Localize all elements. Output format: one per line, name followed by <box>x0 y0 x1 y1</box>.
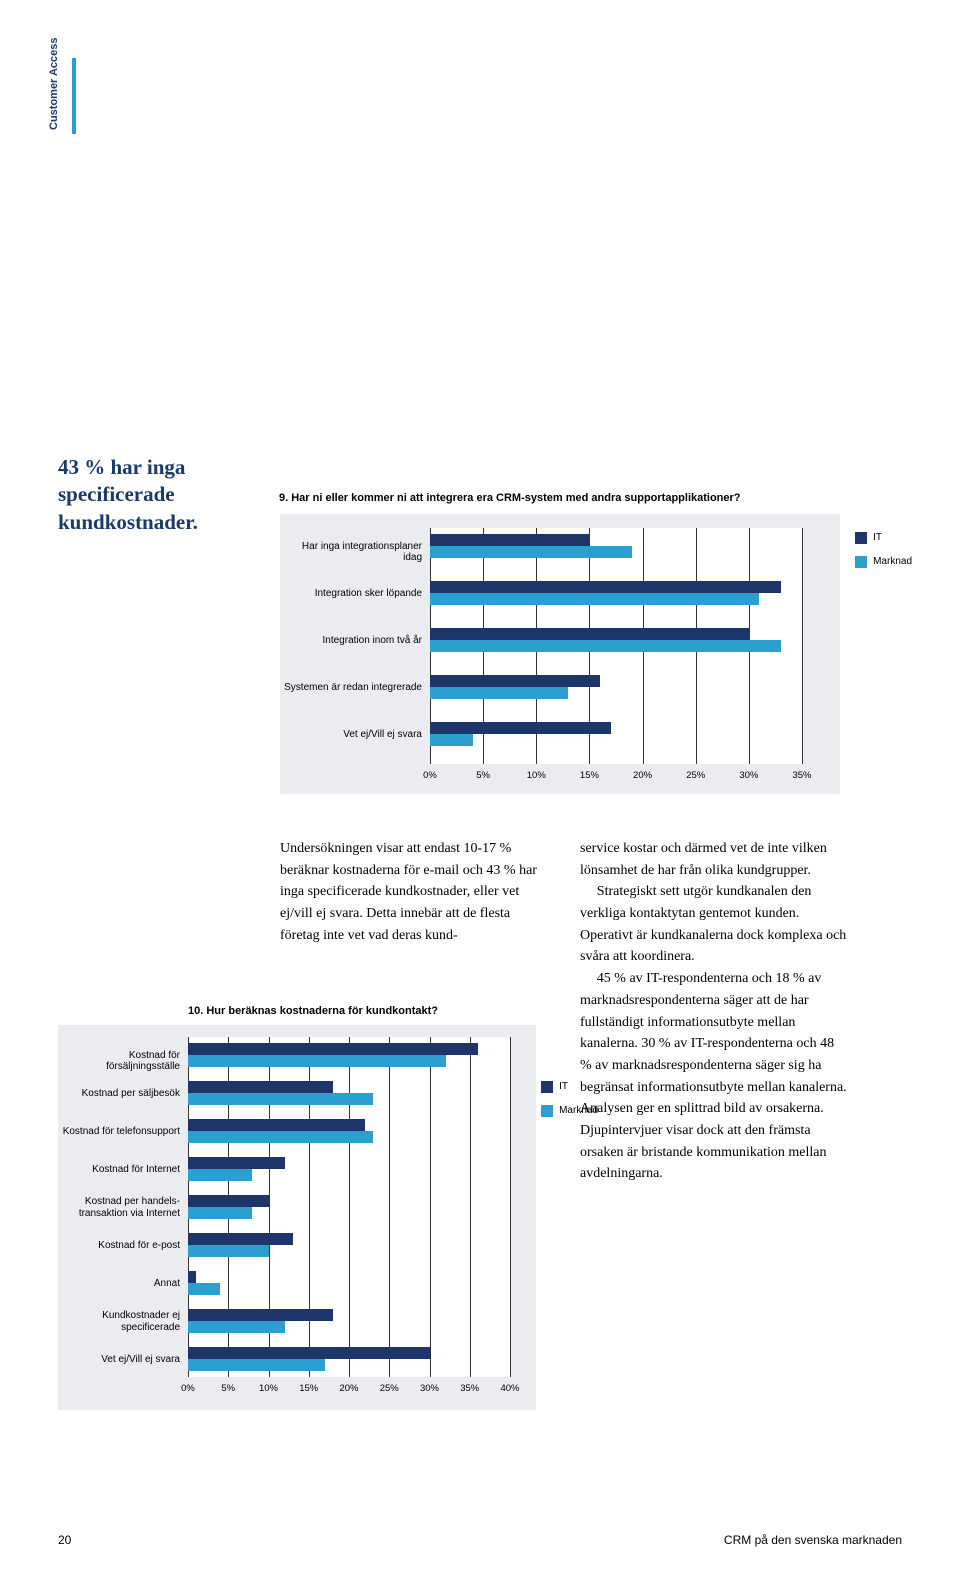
footer-doc-title: CRM på den svenska marknaden <box>724 1533 902 1547</box>
body-column-left: Undersökningen visar att endast 10-17 % … <box>280 838 548 946</box>
x-tick-label: 10% <box>259 1383 278 1394</box>
bar-marknad <box>430 640 781 652</box>
bar-marknad <box>188 1055 446 1067</box>
category-label: Kostnad för e-post <box>58 1240 180 1252</box>
grid-line <box>470 1037 471 1377</box>
bar-marknad <box>430 687 568 699</box>
bar-marknad <box>188 1093 373 1105</box>
x-tick-label: 10% <box>527 770 546 781</box>
category-label: Kostnad för telefonsupport <box>58 1126 180 1138</box>
grid-line <box>349 1037 350 1377</box>
bar-it <box>188 1347 430 1359</box>
legend-item-it: IT <box>855 528 912 548</box>
body-right-p1: service kostar och därmed vet de inte vi… <box>580 838 848 881</box>
x-tick-label: 25% <box>380 1383 399 1394</box>
bar-it <box>188 1157 285 1169</box>
bar-it <box>430 628 749 640</box>
bar-marknad <box>430 546 632 558</box>
category-label: Har inga integrationsplaner idag <box>282 541 422 564</box>
bar-it <box>430 534 589 546</box>
chart-9-title: 9. Har ni eller kommer ni att integrera … <box>279 492 840 514</box>
legend-swatch-it <box>855 532 867 544</box>
chart-9-plot: 0%5%10%15%20%25%30%35%Har inga integrati… <box>430 528 802 764</box>
bar-it <box>430 675 600 687</box>
body-right-p3: 45 % av IT-respondenterna och 18 % av ma… <box>580 968 848 1185</box>
bar-it <box>188 1119 365 1131</box>
legend-swatch-marknad <box>855 556 867 568</box>
x-tick-label: 5% <box>221 1383 235 1394</box>
x-tick-label: 30% <box>739 770 758 781</box>
bar-marknad <box>188 1245 269 1257</box>
x-tick-label: 25% <box>686 770 705 781</box>
bar-it <box>188 1081 333 1093</box>
bar-marknad <box>188 1207 252 1219</box>
body-left-p1: Undersökningen visar att endast 10-17 % … <box>280 838 548 946</box>
x-tick-label: 0% <box>423 770 437 781</box>
category-label: Integration inom två år <box>282 635 422 647</box>
legend-label-it: IT <box>873 528 882 548</box>
x-tick-label: 20% <box>633 770 652 781</box>
category-label: Annat <box>58 1278 180 1290</box>
footer-page-number: 20 <box>58 1533 71 1547</box>
body-right-p2: Strategiskt sett utgör kundkanalen den v… <box>580 881 848 968</box>
x-tick-label: 0% <box>181 1383 195 1394</box>
category-label: Systemen är redan integrerade <box>282 682 422 694</box>
legend-item-marknad: Marknad <box>855 552 912 572</box>
legend-label-marknad: Marknad <box>873 552 912 572</box>
legend-swatch-it <box>541 1081 553 1093</box>
grid-line <box>802 528 803 764</box>
x-tick-label: 40% <box>500 1383 519 1394</box>
bar-marknad <box>430 734 473 746</box>
category-label: Kostnad för försäljningsställe <box>58 1050 180 1073</box>
bar-it <box>188 1309 333 1321</box>
category-label: Kostnad för Internet <box>58 1164 180 1176</box>
chart-9-legend: IT Marknad <box>855 528 912 576</box>
body-column-right: service kostar och därmed vet de inte vi… <box>580 838 848 1185</box>
x-tick-label: 20% <box>339 1383 358 1394</box>
bar-marknad <box>188 1283 220 1295</box>
bar-marknad <box>430 593 759 605</box>
chart-10-plot: 0%5%10%15%20%25%30%35%40%Kostnad för för… <box>188 1037 510 1377</box>
x-tick-label: 5% <box>476 770 490 781</box>
bar-marknad <box>188 1359 325 1371</box>
grid-line <box>510 1037 511 1377</box>
category-label: Vet ej/Vill ej svara <box>58 1354 180 1366</box>
x-tick-label: 15% <box>299 1383 318 1394</box>
callout-text: 43 % har inga specificerade kundkostnade… <box>58 454 258 536</box>
bar-marknad <box>188 1169 252 1181</box>
chart-10-title: 10. Hur beräknas kostnaderna för kundkon… <box>188 1005 536 1027</box>
bar-marknad <box>188 1321 285 1333</box>
bar-it <box>188 1195 269 1207</box>
x-tick-label: 35% <box>460 1383 479 1394</box>
category-label: Integration sker löpande <box>282 588 422 600</box>
grid-line <box>430 1037 431 1377</box>
bar-it <box>188 1043 478 1055</box>
legend-swatch-marknad <box>541 1105 553 1117</box>
grid-line <box>389 1037 390 1377</box>
bar-it <box>430 722 611 734</box>
category-label: Kostnad per säljbesök <box>58 1088 180 1100</box>
bar-it <box>188 1271 196 1283</box>
chart-9: 9. Har ni eller kommer ni att integrera … <box>280 514 840 794</box>
bar-it <box>430 581 781 593</box>
x-tick-label: 15% <box>580 770 599 781</box>
side-label: Customer Access <box>48 37 60 130</box>
side-accent-bar <box>72 58 76 134</box>
legend-label-it: IT <box>559 1077 568 1097</box>
x-tick-label: 30% <box>420 1383 439 1394</box>
x-tick-label: 35% <box>792 770 811 781</box>
category-label: Vet ej/Vill ej svara <box>282 729 422 741</box>
category-label: Kundkostnader ejspecificerade <box>58 1310 180 1333</box>
category-label: Kostnad per handels-transaktion via Inte… <box>58 1196 180 1219</box>
bar-marknad <box>188 1131 373 1143</box>
bar-it <box>188 1233 293 1245</box>
chart-10: 10. Hur beräknas kostnaderna för kundkon… <box>58 1025 536 1410</box>
